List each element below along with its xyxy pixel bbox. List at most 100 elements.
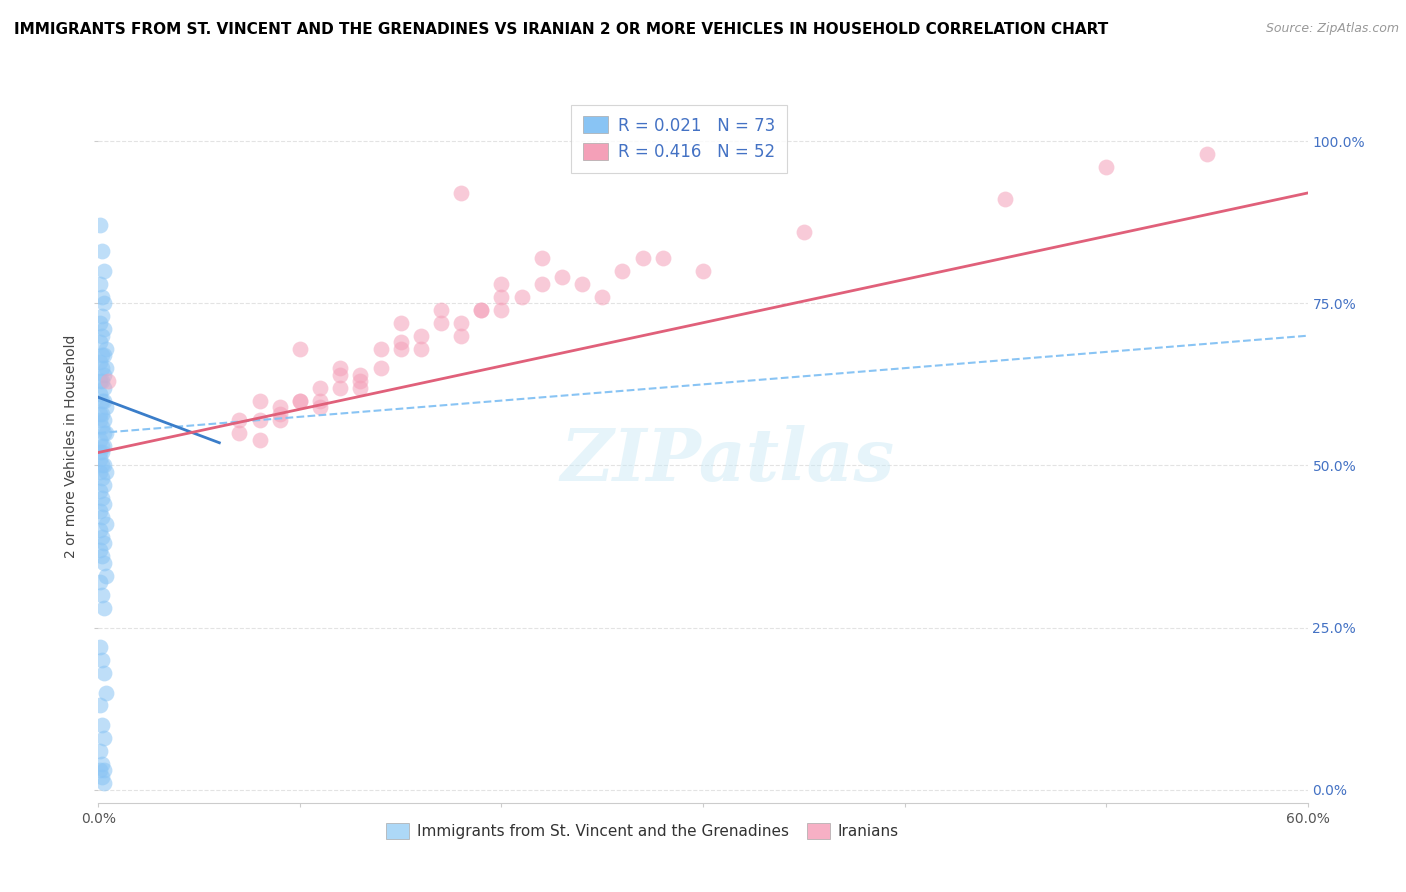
Point bbox=[89, 445, 111, 459]
Point bbox=[91, 770, 114, 784]
Point bbox=[269, 400, 291, 414]
Point bbox=[91, 653, 114, 667]
Point bbox=[249, 393, 271, 408]
Point bbox=[89, 407, 111, 421]
Point bbox=[93, 368, 115, 382]
Point bbox=[91, 439, 114, 453]
Point bbox=[93, 666, 115, 681]
Point bbox=[89, 219, 111, 233]
Point bbox=[91, 718, 114, 732]
Point bbox=[530, 277, 553, 291]
Point bbox=[93, 393, 115, 408]
Point bbox=[309, 393, 332, 408]
Point bbox=[631, 251, 654, 265]
Point bbox=[329, 381, 352, 395]
Point bbox=[96, 465, 118, 479]
Point bbox=[288, 393, 311, 408]
Point bbox=[249, 413, 271, 427]
Point bbox=[89, 374, 111, 388]
Point bbox=[93, 381, 115, 395]
Point bbox=[370, 342, 392, 356]
Point bbox=[91, 361, 114, 376]
Point bbox=[93, 458, 115, 473]
Point bbox=[91, 549, 114, 564]
Point bbox=[93, 322, 115, 336]
Point bbox=[470, 302, 492, 317]
Point bbox=[329, 368, 352, 382]
Point bbox=[450, 186, 472, 200]
Point bbox=[430, 302, 453, 317]
Point bbox=[269, 407, 291, 421]
Point bbox=[96, 425, 118, 440]
Point bbox=[91, 244, 114, 259]
Point bbox=[994, 193, 1017, 207]
Point bbox=[96, 685, 118, 699]
Point bbox=[89, 504, 111, 518]
Point bbox=[91, 588, 114, 602]
Point bbox=[91, 310, 114, 324]
Point bbox=[91, 393, 114, 408]
Point bbox=[89, 277, 111, 291]
Point bbox=[430, 316, 453, 330]
Point bbox=[93, 536, 115, 550]
Point bbox=[692, 264, 714, 278]
Point bbox=[491, 277, 513, 291]
Point bbox=[491, 302, 513, 317]
Point bbox=[96, 361, 118, 376]
Point bbox=[89, 387, 111, 401]
Point bbox=[96, 568, 118, 582]
Point bbox=[89, 413, 111, 427]
Point bbox=[91, 530, 114, 544]
Point bbox=[389, 316, 412, 330]
Point bbox=[1195, 147, 1218, 161]
Point bbox=[93, 264, 115, 278]
Point bbox=[309, 381, 332, 395]
Point bbox=[349, 381, 371, 395]
Point bbox=[91, 445, 114, 459]
Point bbox=[571, 277, 593, 291]
Point bbox=[349, 368, 371, 382]
Point bbox=[288, 393, 311, 408]
Point bbox=[370, 361, 392, 376]
Text: Source: ZipAtlas.com: Source: ZipAtlas.com bbox=[1265, 22, 1399, 36]
Point bbox=[349, 374, 371, 388]
Point bbox=[89, 524, 111, 538]
Point bbox=[93, 731, 115, 745]
Point bbox=[409, 342, 432, 356]
Point bbox=[591, 290, 613, 304]
Point bbox=[93, 601, 115, 615]
Point bbox=[93, 478, 115, 492]
Point bbox=[89, 484, 111, 499]
Point bbox=[96, 400, 118, 414]
Point bbox=[93, 296, 115, 310]
Point bbox=[793, 225, 815, 239]
Point bbox=[91, 756, 114, 771]
Point bbox=[91, 374, 114, 388]
Point bbox=[93, 425, 115, 440]
Point bbox=[91, 328, 114, 343]
Point bbox=[97, 374, 120, 388]
Point bbox=[491, 290, 513, 304]
Point bbox=[89, 698, 111, 713]
Point bbox=[389, 342, 412, 356]
Point bbox=[309, 400, 332, 414]
Point bbox=[93, 776, 115, 790]
Point bbox=[551, 270, 574, 285]
Point bbox=[228, 413, 250, 427]
Point bbox=[89, 575, 111, 590]
Point bbox=[91, 290, 114, 304]
Point bbox=[91, 491, 114, 505]
Point bbox=[91, 348, 114, 362]
Point bbox=[651, 251, 673, 265]
Point bbox=[93, 439, 115, 453]
Point bbox=[91, 407, 114, 421]
Y-axis label: 2 or more Vehicles in Household: 2 or more Vehicles in Household bbox=[65, 334, 79, 558]
Point bbox=[450, 316, 472, 330]
Point bbox=[288, 342, 311, 356]
Point bbox=[89, 354, 111, 368]
Point bbox=[89, 316, 111, 330]
Point bbox=[93, 413, 115, 427]
Point bbox=[89, 542, 111, 557]
Point bbox=[91, 419, 114, 434]
Point bbox=[93, 556, 115, 570]
